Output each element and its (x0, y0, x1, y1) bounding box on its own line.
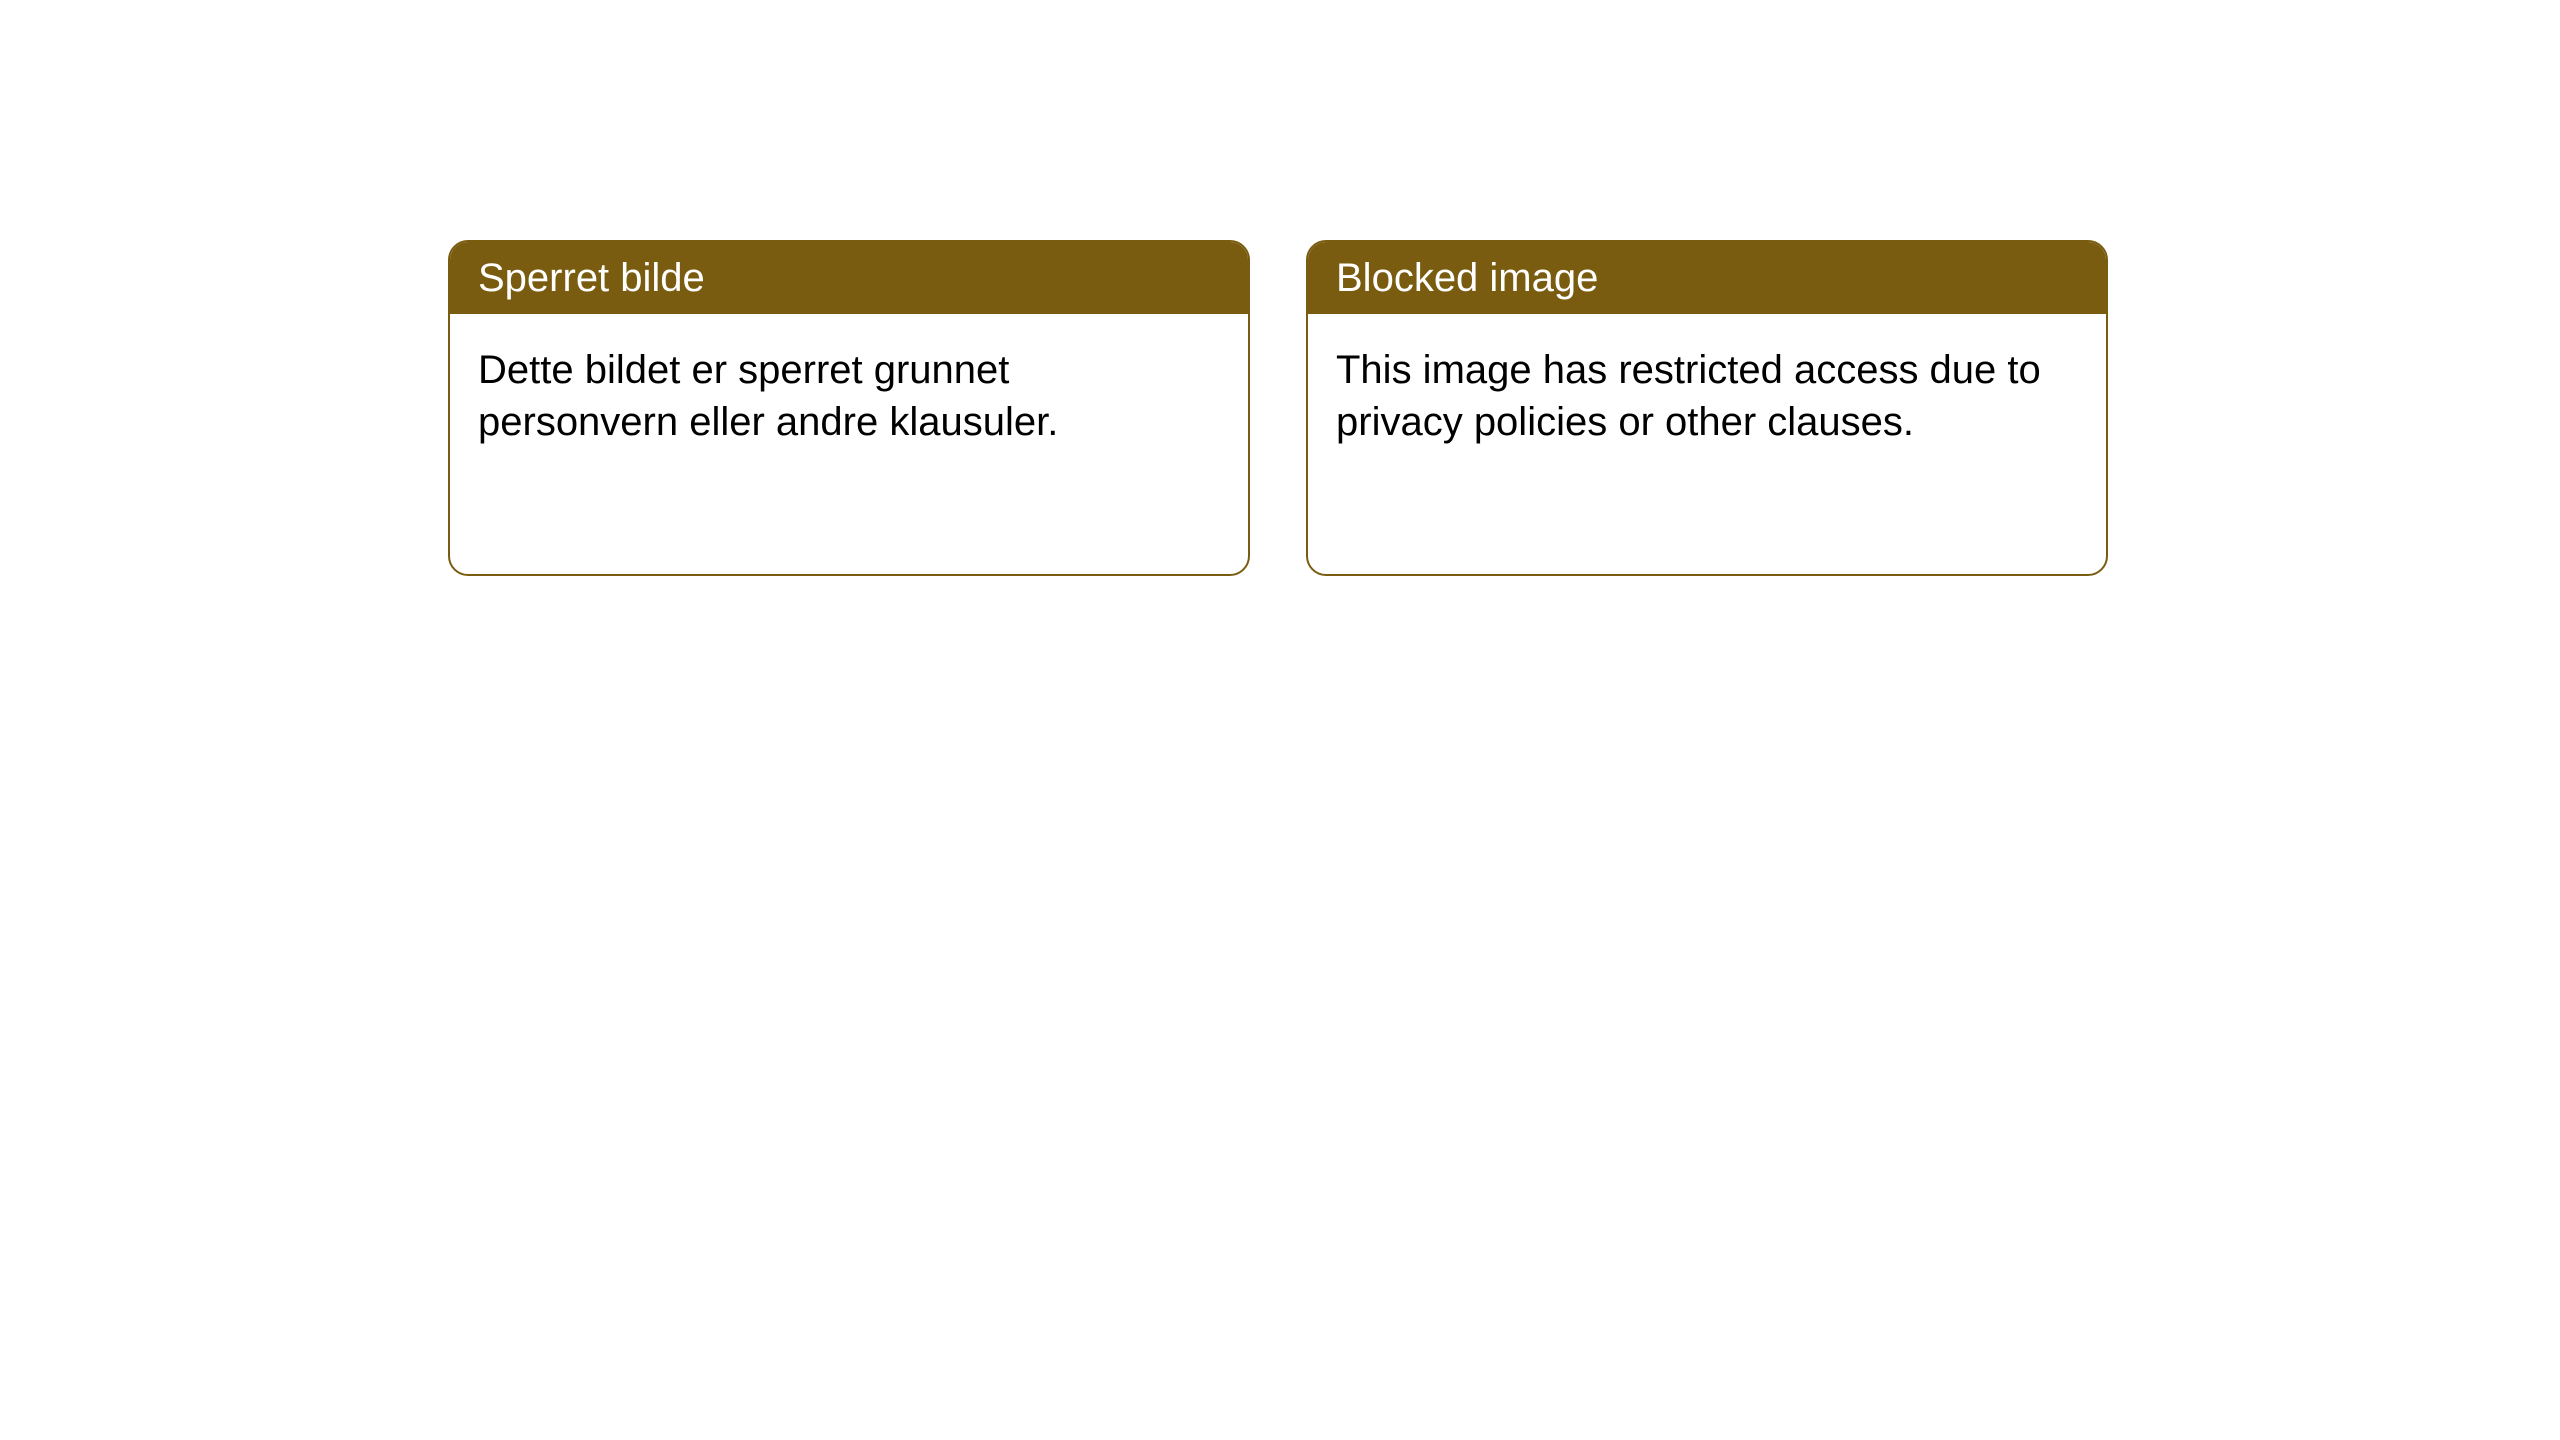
notice-card-norwegian: Sperret bilde Dette bildet er sperret gr… (448, 240, 1250, 576)
notice-card-english: Blocked image This image has restricted … (1306, 240, 2108, 576)
notice-title: Sperret bilde (450, 242, 1248, 314)
notice-container: Sperret bilde Dette bildet er sperret gr… (0, 0, 2560, 576)
notice-body: This image has restricted access due to … (1308, 314, 2106, 478)
notice-body: Dette bildet er sperret grunnet personve… (450, 314, 1248, 478)
notice-title: Blocked image (1308, 242, 2106, 314)
